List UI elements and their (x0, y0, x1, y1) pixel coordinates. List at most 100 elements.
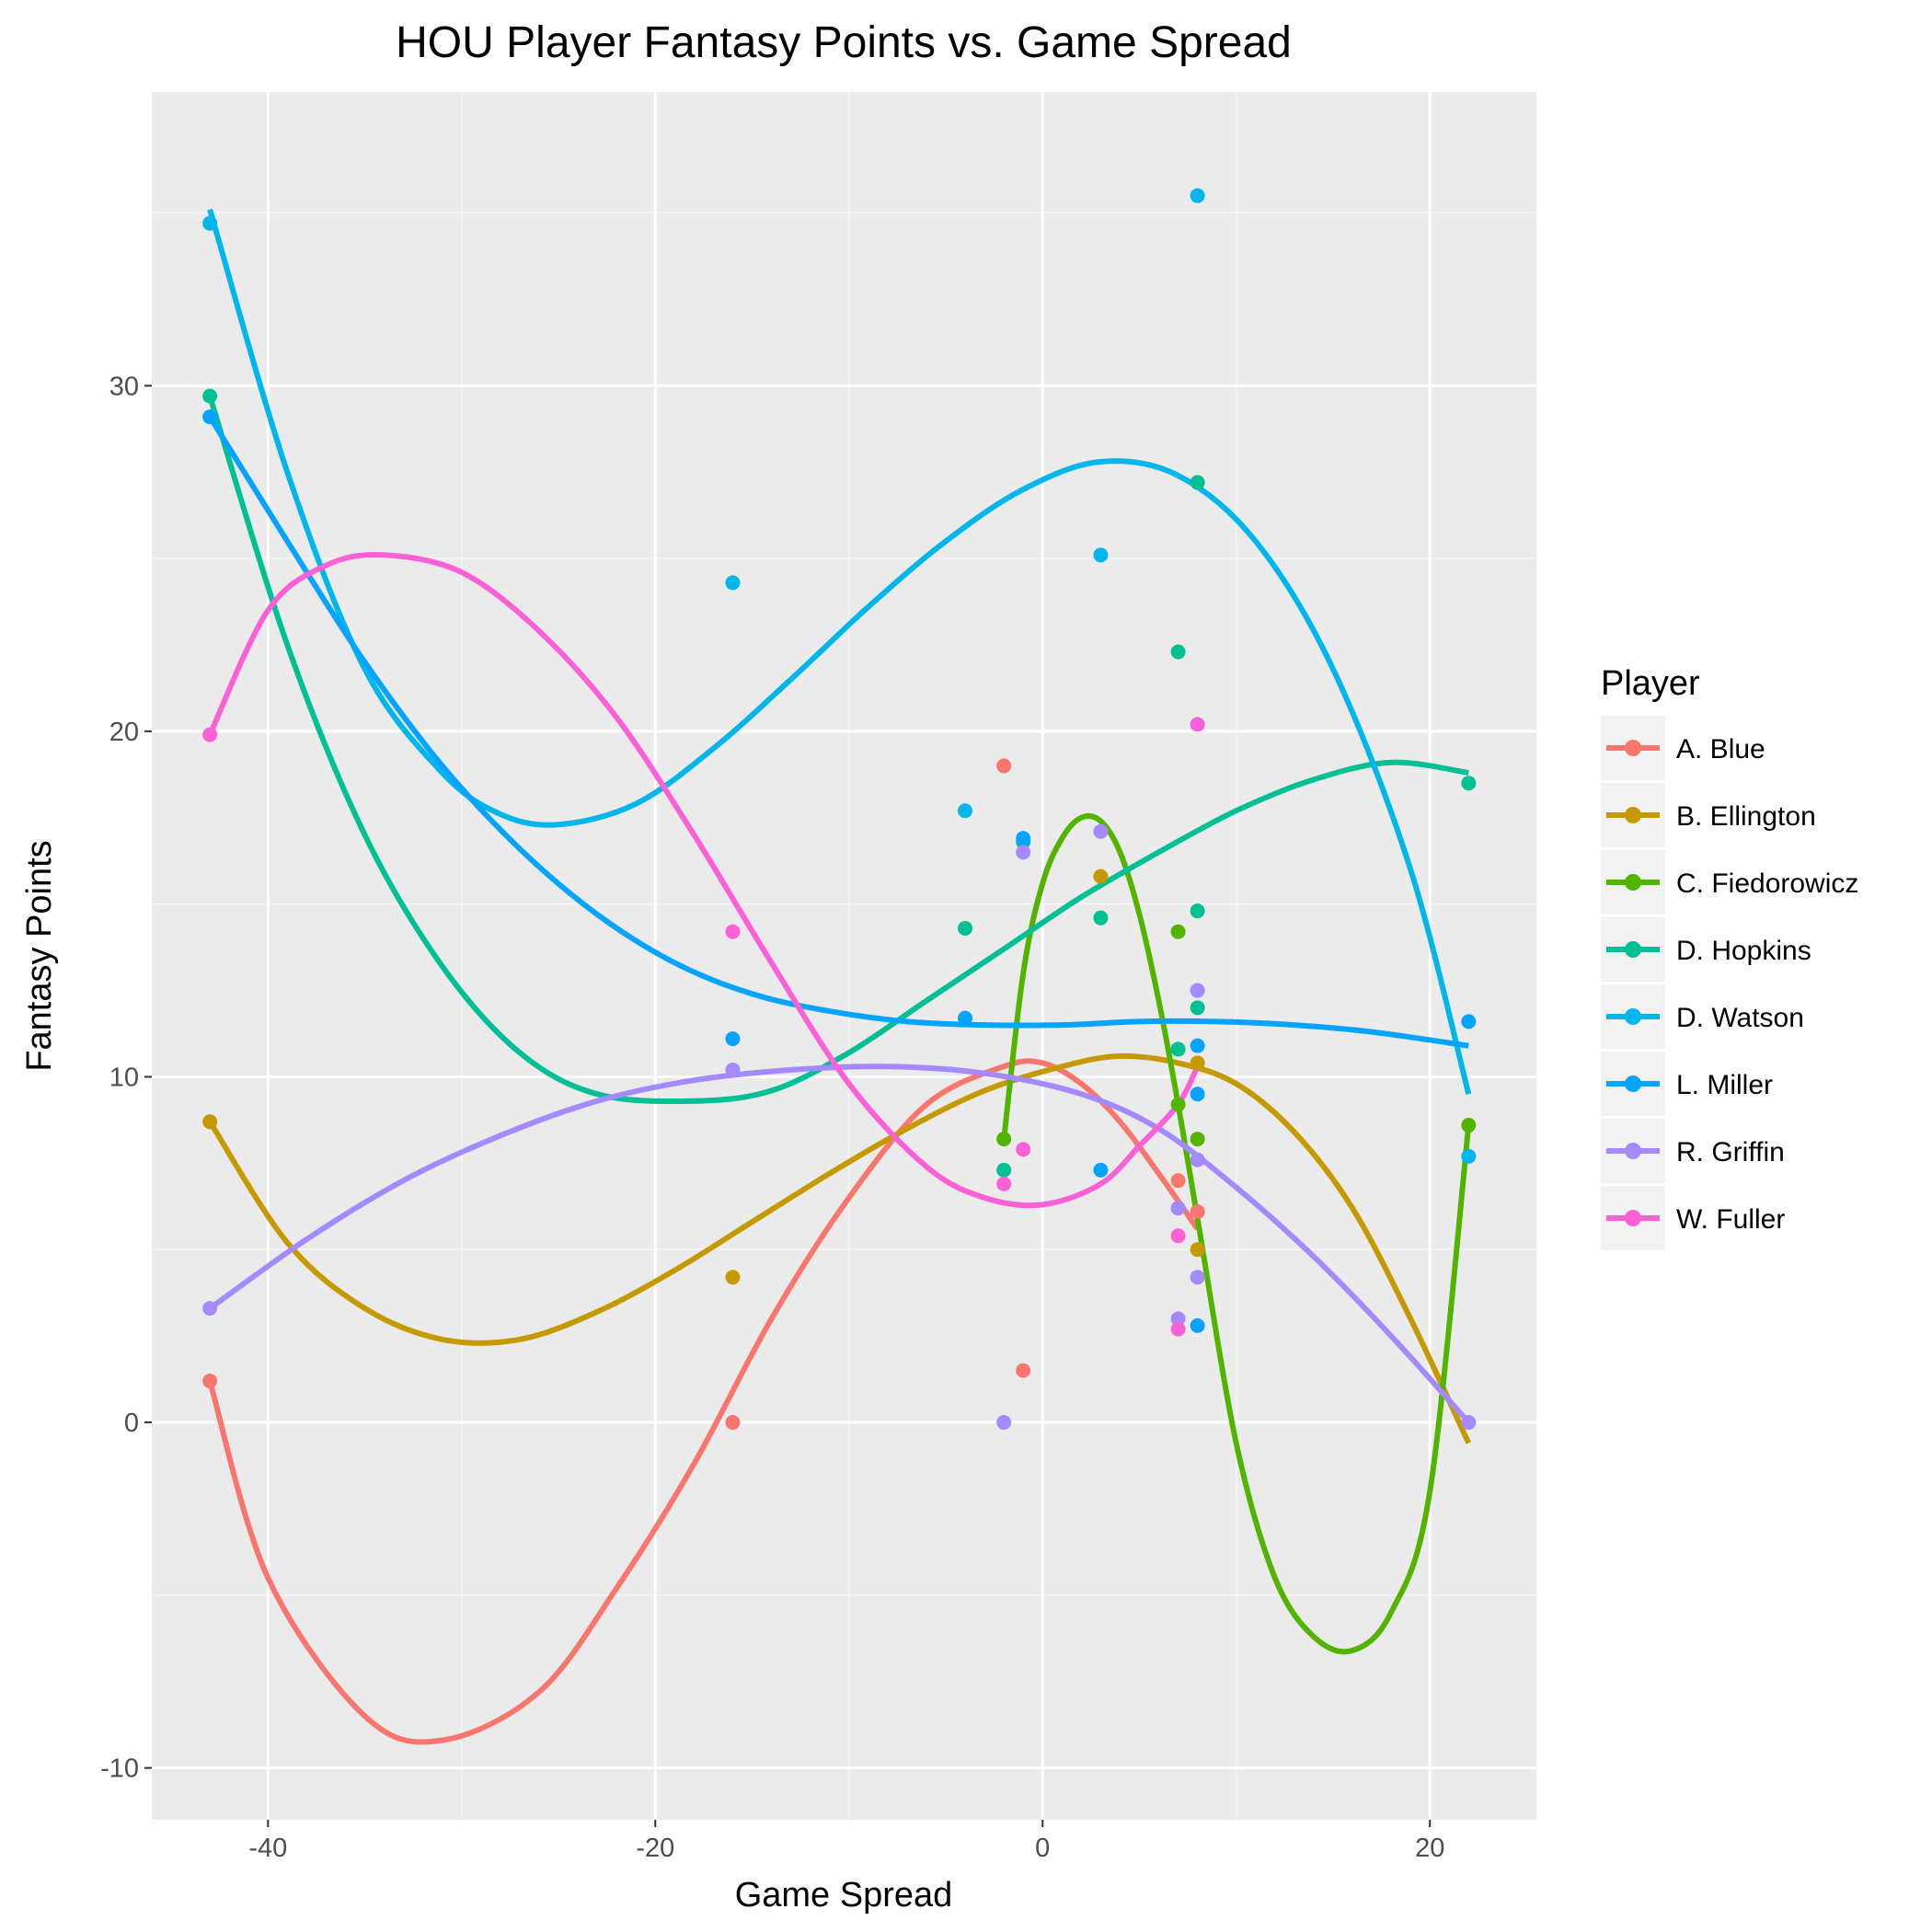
data-point (1170, 1321, 1186, 1337)
data-point (1461, 1148, 1477, 1164)
data-point (1190, 1270, 1205, 1285)
data-point (202, 388, 218, 404)
y-tick-label: -10 (100, 1754, 139, 1784)
x-tick-label: -40 (248, 1834, 287, 1863)
data-point (202, 1114, 218, 1130)
data-point (1093, 823, 1109, 839)
data-point (1190, 1000, 1205, 1016)
data-point (1190, 475, 1205, 490)
data-point (1093, 868, 1109, 884)
data-point (996, 1132, 1012, 1147)
data-point (1093, 1162, 1109, 1178)
legend-key-point (1625, 941, 1641, 958)
data-point (958, 920, 973, 936)
legend-label: W. Fuller (1676, 1204, 1785, 1235)
data-point (1016, 845, 1031, 860)
legend-item: A. Blue (1601, 716, 1765, 780)
data-point (1190, 1055, 1205, 1071)
legend-label: C. Fiedorowicz (1676, 868, 1858, 899)
data-point (202, 1373, 218, 1388)
legend-key-point (1625, 874, 1641, 891)
data-point (1190, 1152, 1205, 1167)
data-point (1170, 1311, 1186, 1327)
data-point (1190, 1038, 1205, 1053)
y-tick-label: 30 (109, 372, 139, 401)
legend-item: W. Fuller (1601, 1186, 1785, 1250)
data-point (1170, 1228, 1186, 1244)
legend: Player A. Blue B. Ellington C. Fiedorowicz… (1601, 664, 1858, 1250)
data-point (725, 575, 741, 591)
chart-title: HOU Player Fantasy Points vs. Game Sprea… (396, 18, 1292, 67)
data-point (1461, 1118, 1477, 1133)
data-point (996, 758, 1012, 774)
x-axis: -40 -20 0 20 (248, 1820, 1444, 1863)
data-point (1016, 1142, 1031, 1157)
x-tick-label: 0 (1035, 1834, 1050, 1863)
legend-item: C. Fiedorowicz (1601, 850, 1858, 914)
data-point (202, 1301, 218, 1317)
data-point (996, 1162, 1012, 1178)
data-point (1190, 1203, 1205, 1219)
data-point (958, 803, 973, 819)
legend-item: R. Griffin (1601, 1119, 1785, 1183)
data-point (1190, 1132, 1205, 1147)
legend-item: B. Ellington (1601, 783, 1816, 847)
data-point (1170, 1097, 1186, 1112)
data-point (725, 924, 741, 939)
legend-item: L. Miller (1601, 1052, 1773, 1116)
data-point (1016, 831, 1031, 846)
data-point (725, 1031, 741, 1047)
legend-label: D. Hopkins (1676, 936, 1811, 966)
data-point (1190, 983, 1205, 998)
legend-item: D. Watson (1601, 984, 1804, 1049)
smooth-line (207, 552, 1201, 1209)
panel-background (152, 92, 1536, 1820)
legend-label: L. Miller (1676, 1070, 1773, 1100)
data-point (1093, 547, 1109, 563)
y-axis-title: Fantasy Points (20, 840, 59, 1071)
minor-gridlines (152, 92, 1536, 1820)
data-point (958, 1010, 973, 1026)
data-point (1190, 188, 1205, 203)
data-point (1461, 776, 1477, 791)
legend-item: D. Hopkins (1601, 917, 1811, 982)
data-point (1170, 1041, 1186, 1057)
y-tick-label: 10 (109, 1063, 139, 1092)
legend-label: D. Watson (1676, 1003, 1804, 1033)
data-point (202, 727, 218, 742)
data-point (725, 1062, 741, 1077)
data-point (996, 1415, 1012, 1431)
data-point (1016, 1363, 1031, 1378)
legend-key-point (1625, 1008, 1641, 1025)
data-point (1170, 1173, 1186, 1189)
data-point (202, 215, 218, 231)
data-point (725, 1270, 741, 1285)
data-point (202, 409, 218, 425)
legend-label: R. Griffin (1676, 1137, 1785, 1167)
smooth-line (207, 1052, 1472, 1444)
legend-title: Player (1601, 664, 1700, 703)
y-axis: -10 0 10 20 30 (100, 372, 152, 1784)
data-point (1170, 924, 1186, 939)
data-point (1170, 644, 1186, 660)
smooth-line (1001, 812, 1472, 1655)
data-point (1190, 1087, 1205, 1102)
legend-key-point (1625, 1143, 1641, 1159)
smooth-lines (207, 208, 1472, 1745)
legend-key-point (1625, 1210, 1641, 1226)
legend-key-point (1625, 1075, 1641, 1092)
data-point (996, 1176, 1012, 1191)
legend-key-point (1625, 740, 1641, 756)
y-tick-label: 0 (124, 1409, 139, 1438)
data-point (1461, 1415, 1477, 1431)
data-point (725, 1415, 741, 1431)
data-point (1093, 910, 1109, 926)
legend-label: B. Ellington (1676, 801, 1816, 832)
data-point (1190, 717, 1205, 732)
x-tick-label: 20 (1415, 1834, 1444, 1863)
y-tick-label: 20 (109, 718, 139, 747)
legend-label: A. Blue (1676, 734, 1765, 765)
data-point (1190, 903, 1205, 919)
data-point (1190, 1242, 1205, 1258)
